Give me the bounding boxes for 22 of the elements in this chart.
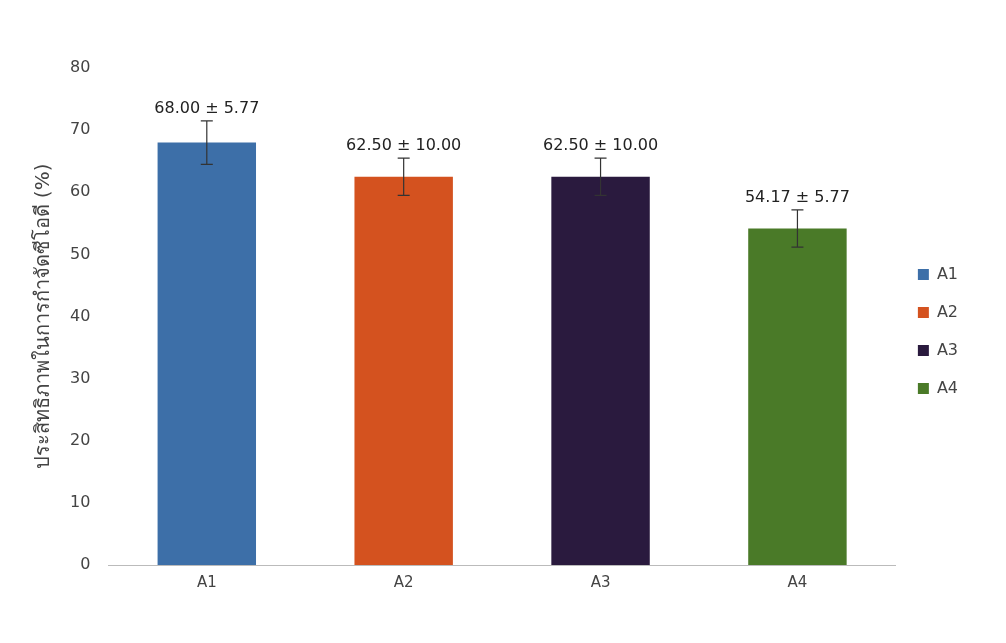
data-label: 54.17 ± 5.77 [744,186,850,206]
y-axis-title: ประสิทธิภาพในการกำจัดซีโอดี (%) [30,163,55,470]
data-label: 62.50 ± 10.00 [346,135,462,155]
x-tick-label: A2 [393,572,414,591]
x-tick-label: A4 [787,572,808,591]
legend-label: A3 [936,339,958,359]
y-tick-label: 30 [70,367,91,387]
data-label: 62.50 ± 10.00 [542,135,659,155]
y-tick-label: 70 [70,119,91,139]
legend-label: A2 [936,301,958,321]
x-tick-label: A3 [590,572,611,591]
y-tick-label: 80 [70,57,91,77]
x-tick-label: A1 [196,572,217,591]
y-tick-label: 50 [70,243,91,263]
data-label: 68.00 ± 5.77 [154,97,260,117]
y-tick-label: 10 [70,492,91,512]
legend-label: A1 [936,263,958,283]
y-tick-label: 20 [70,429,91,449]
legend-label: A4 [936,377,958,397]
y-tick-label: 0 [80,554,91,574]
y-tick-label: 60 [70,181,91,201]
y-tick-label: 40 [70,305,91,325]
